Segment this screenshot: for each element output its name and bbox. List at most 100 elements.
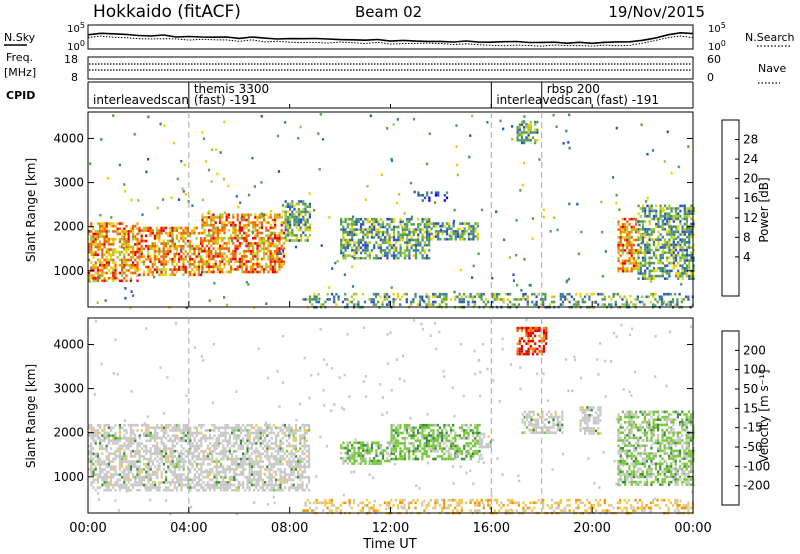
power-speck — [185, 306, 188, 309]
power-cell — [368, 241, 371, 244]
velocity-cell — [264, 444, 267, 448]
power-cell — [399, 298, 402, 301]
power-cell — [210, 252, 213, 256]
velocity-cell — [180, 483, 183, 487]
power-cell — [617, 251, 620, 255]
velocity-cell — [281, 488, 284, 492]
velocity-cell — [154, 426, 157, 430]
power-cell — [200, 273, 203, 277]
velocity-cell — [107, 436, 110, 440]
velocity-cell — [237, 486, 240, 489]
velocity-cell — [408, 447, 411, 450]
power-cell — [221, 260, 224, 263]
power-cell — [147, 252, 150, 256]
power-cell — [650, 274, 653, 278]
velocity-cell — [90, 434, 93, 437]
power-speck — [499, 119, 502, 123]
power-cell — [637, 264, 640, 267]
power-cell — [355, 249, 358, 252]
power-cell — [186, 244, 189, 248]
velocity-cell — [169, 460, 172, 463]
velocity-cell — [244, 434, 247, 437]
power-cell — [267, 229, 270, 232]
velocity-cell — [264, 436, 267, 440]
power-speck — [604, 250, 607, 253]
power-cell — [342, 233, 345, 237]
velocity-cell — [397, 434, 400, 437]
power-cell — [214, 226, 217, 230]
power-cell — [171, 244, 174, 248]
velocity-cell — [151, 436, 154, 440]
power-cell — [171, 226, 174, 230]
noise-axis-bottom: 100 — [67, 39, 85, 53]
power-cell — [637, 267, 640, 270]
power-cell — [452, 222, 455, 225]
velocity-cell — [279, 470, 282, 474]
power-cell — [247, 249, 250, 253]
power-cell — [685, 209, 689, 213]
power-cell — [210, 213, 213, 217]
power-cell — [256, 234, 259, 237]
velocity-cell — [90, 455, 93, 458]
power-cell — [346, 238, 349, 242]
velocity-cell — [226, 486, 229, 489]
power-cell — [184, 265, 187, 269]
velocity-cell — [132, 436, 135, 440]
velocity-cell — [129, 429, 132, 432]
power-cell — [625, 300, 628, 304]
power-cell — [216, 270, 219, 274]
velocity-cell — [178, 452, 181, 456]
power-cell — [659, 269, 662, 273]
velocity-cell — [294, 449, 297, 453]
power-speck — [223, 296, 226, 299]
power-cell — [362, 233, 365, 237]
velocity-cell — [99, 470, 102, 474]
velocity-cell — [308, 462, 311, 466]
power-cell — [692, 233, 695, 236]
cpid-text: interleavedscan (fast) -191 — [496, 93, 659, 107]
power-cell — [256, 231, 259, 235]
power-cell — [171, 263, 174, 266]
power-cell — [359, 223, 363, 226]
power-cell — [368, 228, 371, 231]
power-cell — [666, 233, 669, 236]
power-cell — [419, 223, 422, 226]
velocity-cell — [171, 452, 174, 456]
power-cell — [276, 236, 279, 240]
velocity-cell — [259, 486, 262, 489]
velocity-cell — [248, 475, 251, 479]
power-cell — [297, 215, 300, 219]
velocity-cell — [136, 481, 139, 484]
velocity-cell — [198, 452, 201, 456]
power-cell — [644, 254, 647, 257]
power-cell — [286, 205, 289, 208]
velocity-cell — [217, 436, 220, 440]
velocity-cell — [231, 426, 234, 430]
power-cell — [129, 279, 132, 283]
velocity-cell — [277, 452, 280, 456]
power-cell — [683, 217, 686, 221]
power-cell — [169, 244, 172, 248]
velocity-cell — [96, 460, 99, 463]
power-cell — [445, 230, 449, 233]
power-cell — [628, 230, 631, 234]
power-cell — [456, 235, 460, 238]
power-cell — [672, 220, 675, 223]
power-cell — [238, 226, 241, 230]
power-cell — [107, 276, 110, 280]
power-cell — [637, 261, 640, 265]
power-cell — [223, 229, 226, 232]
power-cell — [90, 222, 93, 225]
power-cell — [650, 277, 653, 280]
power-cell — [626, 233, 629, 237]
power-cell — [414, 254, 418, 257]
velocity-cell — [105, 434, 108, 437]
power-cell — [132, 271, 135, 275]
power-cell — [241, 226, 244, 230]
velocity-cell — [160, 423, 163, 427]
velocity-cell — [173, 436, 176, 440]
power-cell — [153, 260, 156, 264]
power-cell — [304, 221, 307, 224]
power-cell — [377, 256, 380, 260]
